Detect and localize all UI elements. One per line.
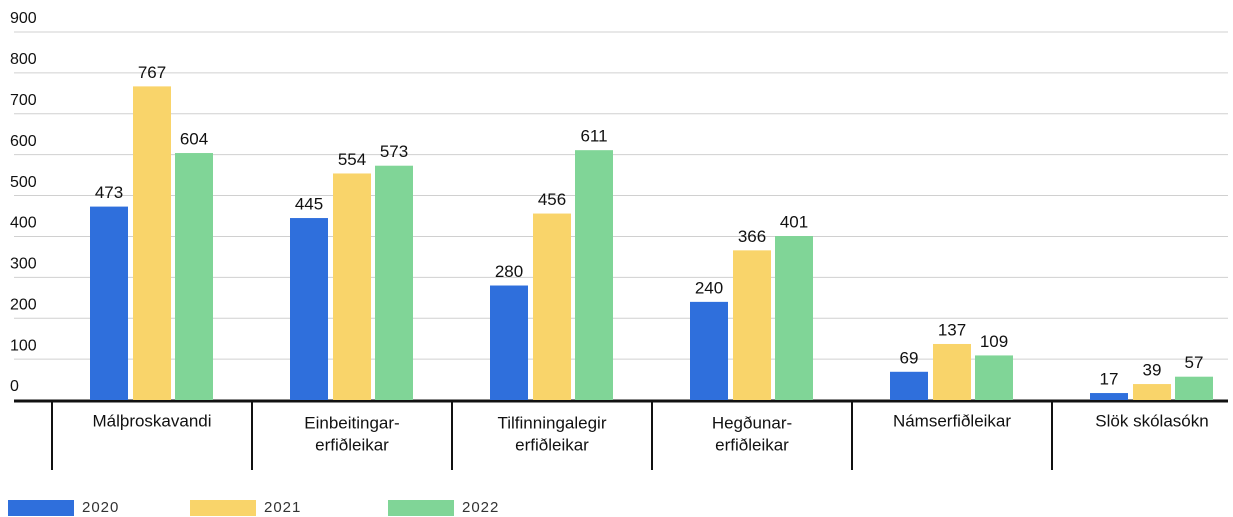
value-label: 473 [95,183,123,202]
bar [175,153,213,400]
bar [90,206,128,400]
value-label: 366 [738,227,766,246]
y-tick-label: 200 [10,296,37,313]
x-tick-label: erfiðleikar [315,435,389,454]
x-tick-label: erfiðleikar [715,435,789,454]
bar [975,355,1013,400]
bar [733,250,771,400]
bar [375,165,413,400]
bar [575,150,613,400]
y-tick-label: 500 [10,174,37,191]
bar [890,371,928,400]
y-tick-label: 300 [10,256,37,273]
value-label: 240 [695,278,723,297]
y-tick-label: 600 [10,133,37,150]
x-tick-label: Hegðunar- [712,413,792,432]
x-tick-label: Einbeitingar- [304,413,399,432]
legend-label: 2021 [264,499,301,516]
bar [290,218,328,400]
y-tick-label: 700 [10,92,37,109]
value-label: 57 [1185,353,1204,372]
y-tick-label: 800 [10,51,37,68]
legend-swatch [8,500,74,516]
value-label: 137 [938,320,966,339]
y-tick-label: 400 [10,215,37,232]
legend-swatch [190,500,256,516]
y-tick-label: 0 [10,378,19,395]
y-tick-label: 100 [10,337,37,354]
value-label: 767 [138,63,166,82]
legend-swatch [388,500,454,516]
value-label: 604 [180,130,208,149]
bar [133,86,171,400]
value-label: 456 [538,190,566,209]
value-label: 401 [780,213,808,232]
value-label: 69 [900,348,919,367]
bar [1090,393,1128,400]
value-label: 573 [380,142,408,161]
bar [533,213,571,400]
legend-label: 2022 [462,499,499,516]
bar [333,173,371,400]
x-tick-label: Námserfiðleikar [893,411,1011,430]
value-label: 611 [580,127,607,146]
value-label: 109 [980,332,1008,351]
value-label: 445 [295,195,323,214]
bar [1175,376,1213,400]
bar [690,301,728,400]
value-label: 39 [1143,361,1162,380]
bar [933,343,971,400]
bar [1133,384,1171,400]
bar [775,236,813,400]
legend-label: 2020 [82,499,119,516]
x-tick-label: Slök skólasókn [1095,411,1208,430]
x-tick-label: Málþroskavandi [92,411,211,430]
value-label: 554 [338,150,366,169]
value-label: 280 [495,262,523,281]
y-tick-label: 900 [10,10,37,27]
value-label: 17 [1100,370,1119,389]
x-tick-label: Tilfinningalegir [498,413,607,432]
bar [490,285,528,400]
x-tick-label: erfiðleikar [515,435,589,454]
